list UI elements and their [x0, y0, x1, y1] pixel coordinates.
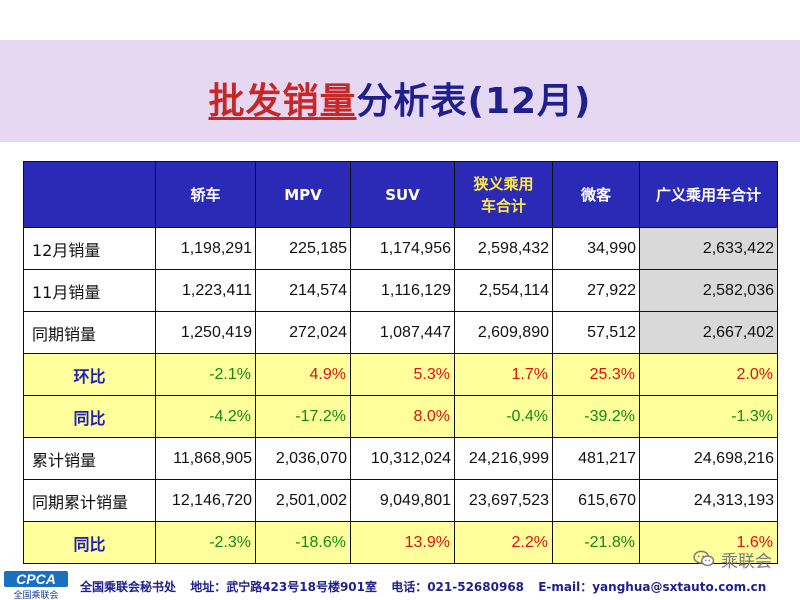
row-label: 同比: [23, 521, 156, 564]
table-cell: 272,024: [255, 311, 351, 354]
table-cell: -17.2%: [255, 395, 351, 438]
footer-phone: 电话：021-52680968: [391, 580, 525, 594]
table-cell: 1.7%: [454, 353, 553, 396]
table-cell: 2,582,036: [639, 269, 778, 312]
footer: CPCA 全国乘联会 全国乘联会秘书处 地址：武宁路423号18号楼901室 电…: [0, 550, 800, 600]
table-cell: -39.2%: [552, 395, 640, 438]
row-label: 同比: [23, 395, 156, 438]
table-row: 环比 -2.1% 4.9% 5.3% 1.7% 25.3% 2.0%: [23, 353, 778, 396]
table-cell: 9,049,801: [350, 479, 455, 522]
table-cell: 24,216,999: [454, 437, 553, 480]
row-label: 同期销量: [23, 311, 156, 354]
table-cell: -2.3%: [155, 521, 256, 564]
page-title: 批发销量分析表(12月): [0, 72, 800, 124]
table-cell: 11,868,905: [155, 437, 256, 480]
wechat-icon: [693, 550, 715, 567]
table-cell: -1.3%: [639, 395, 778, 438]
table-cell: 225,185: [255, 227, 351, 270]
table-cell: 12,146,720: [155, 479, 256, 522]
table-cell: 2.0%: [639, 353, 778, 396]
table-cell: 2,598,432: [454, 227, 553, 270]
top-strip: [0, 0, 800, 40]
table-cell: -4.2%: [155, 395, 256, 438]
table-row: 累计销量 11,868,905 2,036,070 10,312,024 24,216,…: [23, 437, 778, 480]
table-cell: -18.6%: [255, 521, 351, 564]
footer-email: E-mail：yanghua@sxtauto.com.cn: [538, 580, 767, 594]
table-header-row: 轿车 MPV SUV 狭义乘用 车合计 微客 广义乘用车合计: [23, 161, 778, 228]
table-body: 12月销量 1,198,291 225,185 1,174,956 2,598,432 3…: [23, 227, 778, 564]
header-cell-empty: [23, 161, 156, 228]
table-cell: -0.4%: [454, 395, 553, 438]
header-cell-mpv: MPV: [255, 161, 351, 228]
table-cell: 5.3%: [350, 353, 455, 396]
title-rest: 分析表(12月): [356, 81, 592, 122]
cpca-logo-org: 全国乘联会: [13, 591, 59, 600]
table-cell: 2,554,114: [454, 269, 553, 312]
table-cell: -21.8%: [552, 521, 640, 564]
table-cell: 23,697,523: [454, 479, 553, 522]
table-cell: 1,250,419: [155, 311, 256, 354]
table-cell: 25.3%: [552, 353, 640, 396]
table-cell: 2,667,402: [639, 311, 778, 354]
table-cell: 8.0%: [350, 395, 455, 438]
table-cell: 34,990: [552, 227, 640, 270]
table-cell: 1,116,129: [350, 269, 455, 312]
table-cell: 2,036,070: [255, 437, 351, 480]
table-row: 同比 -2.3% -18.6% 13.9% 2.2% -21.8% 1.6%: [23, 521, 778, 564]
table-cell: 1.6%: [639, 521, 778, 564]
watermark: 乘联会: [693, 548, 772, 572]
header-cell-narrow-total: 狭义乘用 车合计: [454, 161, 553, 228]
table-row: 11月销量 1,223,411 214,574 1,116,129 2,554,114 2…: [23, 269, 778, 312]
table-cell: 57,512: [552, 311, 640, 354]
table-cell: 2,501,002: [255, 479, 351, 522]
row-label: 同期累计销量: [23, 479, 156, 522]
table-row: 12月销量 1,198,291 225,185 1,174,956 2,598,432 3…: [23, 227, 778, 270]
table-cell: 2,609,890: [454, 311, 553, 354]
table-cell: 2,633,422: [639, 227, 778, 270]
title-highlight: 批发销量: [208, 81, 357, 122]
row-label: 累计销量: [23, 437, 156, 480]
footer-org: 全国乘联会秘书处: [80, 580, 177, 594]
row-label: 11月销量: [23, 269, 156, 312]
cpca-logo: CPCA: [4, 571, 68, 587]
row-label: 环比: [23, 353, 156, 396]
table-row: 同比 -4.2% -17.2% 8.0% -0.4% -39.2% -1.3%: [23, 395, 778, 438]
footer-address: 地址：武宁路423号18号楼901室: [190, 580, 378, 594]
table-cell: 481,217: [552, 437, 640, 480]
table-cell: 1,087,447: [350, 311, 455, 354]
table-cell: 615,670: [552, 479, 640, 522]
footer-contact: 全国乘联会秘书处 地址：武宁路423号18号楼901室 电话：021-52680…: [80, 578, 776, 595]
table-cell: 2.2%: [454, 521, 553, 564]
table-cell: 4.9%: [255, 353, 351, 396]
table-cell: 24,313,193: [639, 479, 778, 522]
table-cell: -2.1%: [155, 353, 256, 396]
table-cell: 1,223,411: [155, 269, 256, 312]
table-cell: 10,312,024: [350, 437, 455, 480]
row-label: 12月销量: [23, 227, 156, 270]
header-cell-broad-total: 广义乘用车合计: [639, 161, 778, 228]
table-cell: 24,698,216: [639, 437, 778, 480]
sales-table: 轿车 MPV SUV 狭义乘用 车合计 微客 广义乘用车合计 12月销量 1,198…: [23, 161, 778, 564]
table-cell: 13.9%: [350, 521, 455, 564]
title-band: [0, 40, 800, 142]
table-cell: 1,198,291: [155, 227, 256, 270]
table-row: 同期销量 1,250,419 272,024 1,087,447 2,609,890 57…: [23, 311, 778, 354]
watermark-text: 乘联会: [721, 551, 772, 572]
table-cell: 214,574: [255, 269, 351, 312]
header-cell-suv: SUV: [350, 161, 455, 228]
header-cell-sedan: 轿车: [155, 161, 256, 228]
header-narrow-label: 狭义乘用 车合计: [473, 174, 534, 215]
header-cell-microvan: 微客: [552, 161, 640, 228]
table-cell: 1,174,956: [350, 227, 455, 270]
table-row: 同期累计销量 12,146,720 2,501,002 9,049,801 23,697…: [23, 479, 778, 522]
table-cell: 27,922: [552, 269, 640, 312]
